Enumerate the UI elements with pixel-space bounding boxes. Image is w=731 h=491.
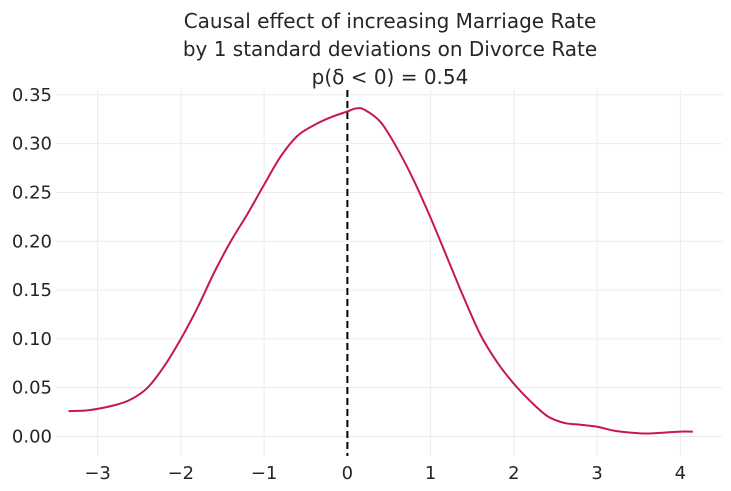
y-tick-label: 0.20 [12, 231, 52, 252]
y-axis-ticks: 0.00 0.05 0.10 0.15 0.20 0.25 0.30 0.35 [12, 85, 52, 448]
y-tick-label: 0.05 [12, 378, 52, 399]
y-tick-label: 0.00 [12, 426, 52, 447]
y-tick-label: 0.35 [12, 85, 52, 106]
x-tick-label: 4 [675, 463, 686, 484]
x-axis-ticks: −3 −2 −1 0 1 2 3 4 [84, 463, 686, 484]
y-tick-label: 0.30 [12, 134, 52, 155]
y-tick-label: 0.25 [12, 182, 52, 203]
chart-title-line-3: p(δ < 0) = 0.54 [311, 65, 469, 89]
x-tick-label: −2 [168, 463, 195, 484]
x-tick-label: 3 [591, 463, 602, 484]
x-tick-label: 0 [342, 463, 353, 484]
x-tick-label: −3 [84, 463, 111, 484]
density-curve [68, 107, 693, 435]
series-layer [68, 107, 693, 435]
chart-title-line-1: Causal effect of increasing Marriage Rat… [183, 9, 597, 33]
y-tick-label: 0.15 [12, 280, 52, 301]
chart-title: Causal effect of increasing Marriage Rat… [0, 7, 731, 91]
x-tick-label: 1 [425, 463, 436, 484]
chart-title-line-2: by 1 standard deviations on Divorce Rate [182, 37, 598, 61]
grid-lines [56, 90, 722, 456]
x-tick-label: 2 [508, 463, 519, 484]
y-tick-label: 0.10 [12, 329, 52, 350]
x-tick-label: −1 [251, 463, 278, 484]
